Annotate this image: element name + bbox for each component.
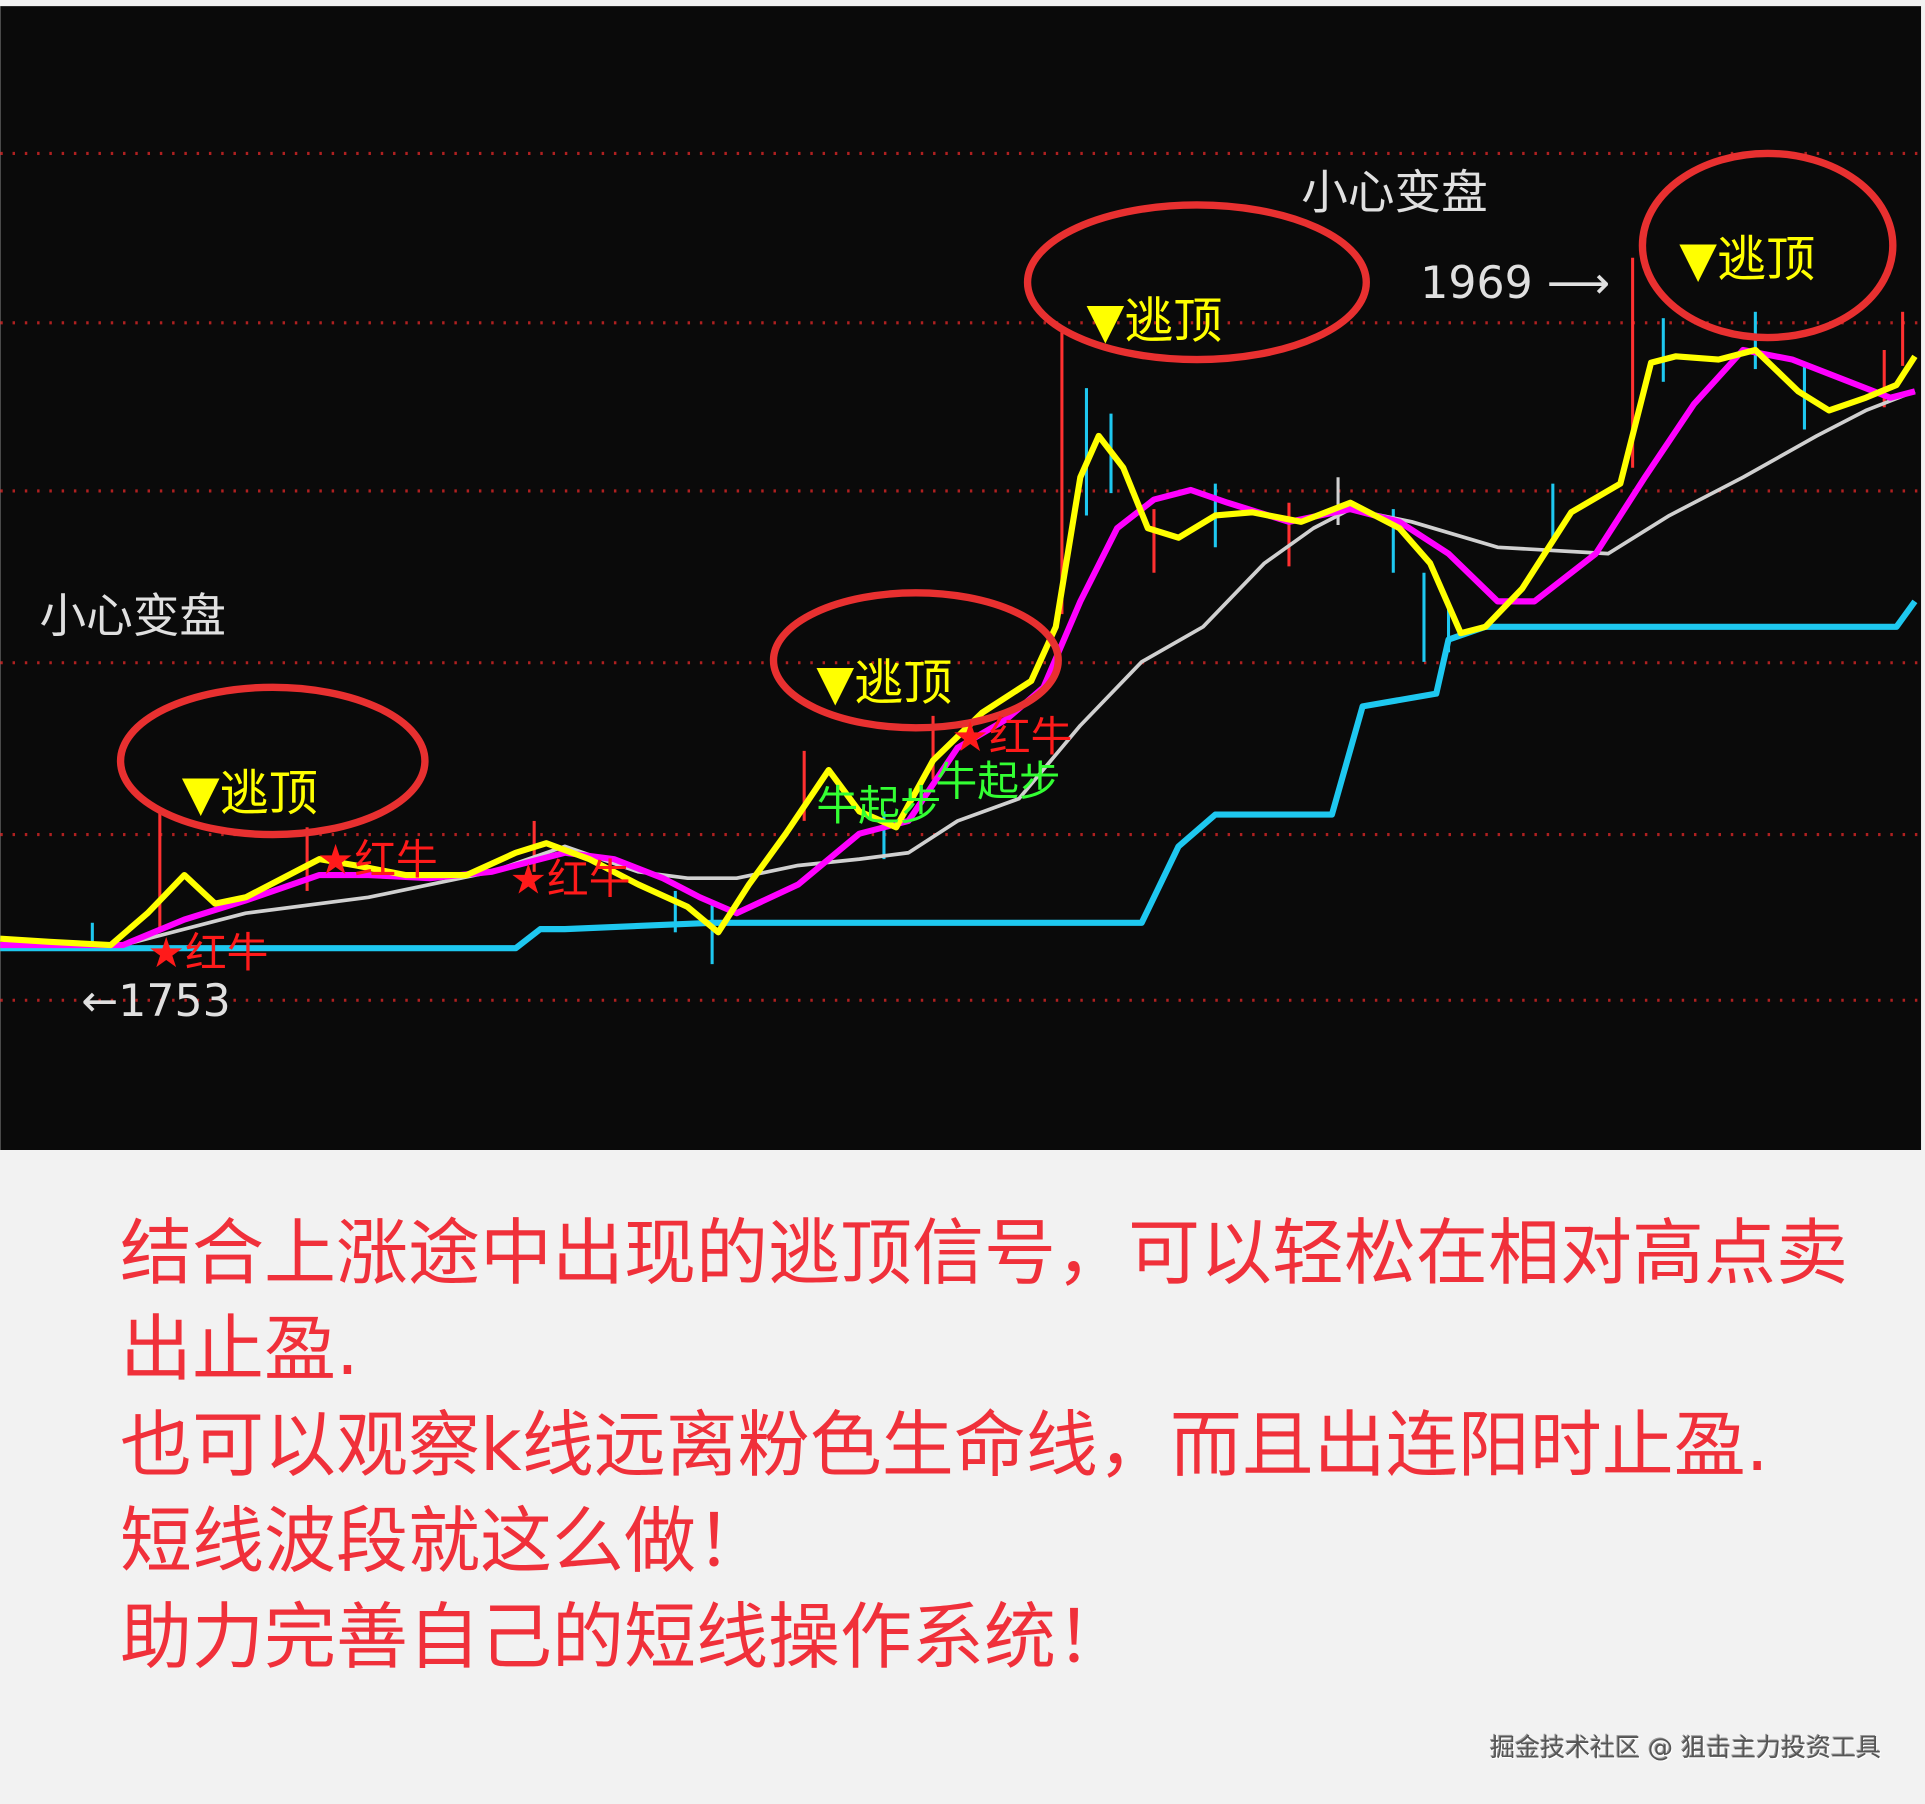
escape-top-label-3: ▼逃顶 — [1086, 292, 1222, 350]
caution-label-right: 小心变盘 — [1301, 166, 1487, 220]
low-price-label: ←1753 — [81, 976, 230, 1027]
escape-top-circle-3 — [1023, 201, 1370, 364]
escape-top-circle-1 — [116, 683, 429, 839]
red-bull-label-3: ★红牛 — [510, 854, 631, 903]
caution-label-left: 小心变盘 — [40, 589, 227, 643]
escape-top-label-4: ▼逃顶 — [1679, 230, 1815, 288]
caption-line-2: 也可以观察k线远离粉色生命线，而且出连阳时止盈. — [120, 1403, 1769, 1487]
bull-start-label-1: 牛起步 — [816, 781, 941, 830]
chart-background — [0, 6, 1922, 1150]
escape-top-circle-2 — [769, 589, 1062, 732]
caption-text: 结合上涨途中出现的逃顶信号，可以轻松在相对高点卖出止盈. 也可以观察k线远离粉色… — [120, 1205, 1890, 1685]
high-price-label: 1969 ⟶ — [1420, 258, 1610, 309]
red-bull-label-2: ★红牛 — [317, 835, 438, 884]
escape-top-label-1: ▼逃顶 — [182, 764, 318, 822]
caption-line-3: 短线波段就这么做！ — [120, 1499, 769, 1583]
watermark: 掘金技术社区 @ 狙击主力投资工具 — [1490, 1733, 1881, 1762]
red-bull-label-1: ★红牛 — [148, 928, 269, 977]
escape-top-label-2: ▼逃顶 — [816, 654, 952, 712]
stock-chart: 小心变盘 小心变盘 ←1753 1969 ⟶ ▼逃顶 ▼逃顶 ▼逃顶 ▼逃顶 ★… — [0, 6, 1922, 1150]
red-bull-label-4: ★红牛 — [951, 712, 1072, 761]
series-line-0 — [0, 346, 1918, 949]
caption-line-1: 结合上涨途中出现的逃顶信号，可以轻松在相对高点卖出止盈. — [120, 1211, 1849, 1391]
series-lines — [0, 346, 1918, 952]
escape-top-circle-4 — [1638, 149, 1897, 342]
caption-line-4: 助力完善自己的短线操作系统！ — [120, 1595, 1129, 1679]
bull-start-label-2: 牛起步 — [935, 756, 1060, 805]
